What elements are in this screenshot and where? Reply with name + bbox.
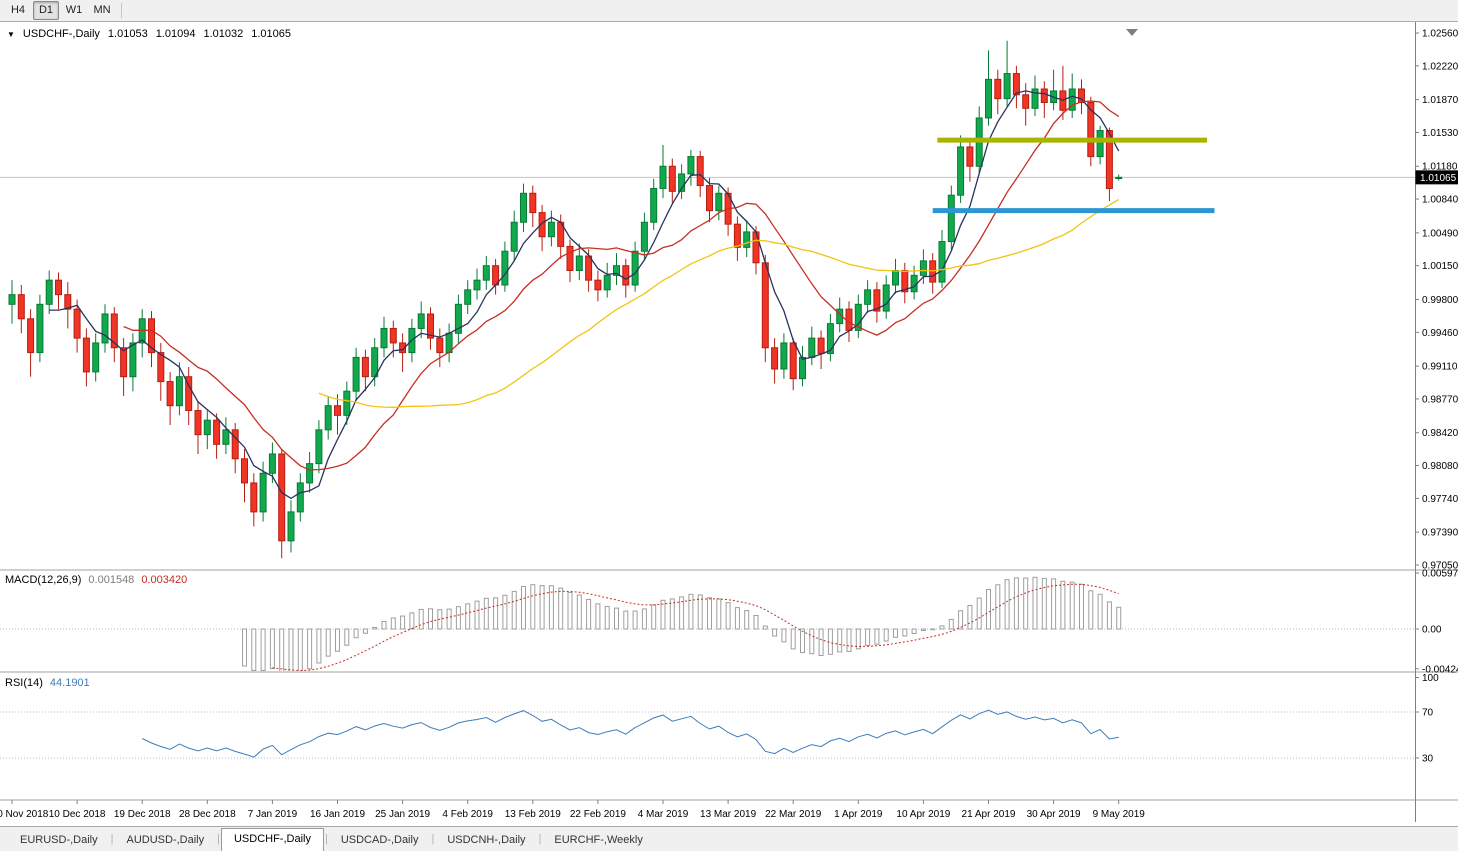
tab-usdcnh-daily[interactable]: USDCNH-,Daily: [447, 834, 526, 846]
svg-text:1.00490: 1.00490: [1422, 228, 1458, 239]
tab-usdcad-daily[interactable]: USDCAD-,Daily: [340, 834, 419, 846]
ma-fast: [49, 90, 1120, 500]
svg-text:13 Feb 2019: 13 Feb 2019: [505, 809, 562, 820]
svg-text:0.97740: 0.97740: [1422, 494, 1458, 505]
svg-text:0.00597: 0.00597: [1422, 569, 1458, 580]
collapse-triangle-icon[interactable]: ▼: [7, 29, 15, 39]
rsi-name: RSI(14): [5, 677, 43, 689]
macd-indicator-label: MACD(12,26,9) 0.001548 0.003420: [5, 574, 187, 586]
chart-symbol-title: USDCHF-,Daily: [22, 28, 100, 40]
rsi-panel: [0, 709, 1415, 759]
svg-text:30: 30: [1422, 754, 1434, 765]
svg-text:1.00150: 1.00150: [1422, 261, 1458, 272]
timeframe-button-mn[interactable]: MN: [93, 4, 111, 16]
main-price-panel: [0, 40, 1415, 559]
svg-text:0.00: 0.00: [1422, 625, 1442, 636]
ohlc-open: 1.01053: [107, 28, 148, 40]
rsi-scale: 100 70 30: [1415, 673, 1439, 765]
svg-text:1 Apr 2019: 1 Apr 2019: [834, 809, 883, 820]
ma-slow: [318, 199, 1120, 408]
svg-text:0.98770: 0.98770: [1422, 394, 1458, 405]
ohlc-close: 1.01065: [251, 28, 291, 40]
svg-text:30 Nov 2018: 30 Nov 2018: [0, 809, 49, 820]
svg-text:1.01870: 1.01870: [1422, 95, 1458, 106]
svg-text:13 Mar 2019: 13 Mar 2019: [700, 809, 757, 820]
toolbar-separator: [121, 3, 122, 18]
svg-text:10 Apr 2019: 10 Apr 2019: [896, 809, 950, 820]
svg-text:10 Dec 2018: 10 Dec 2018: [49, 809, 106, 820]
tab-separator: |: [110, 833, 114, 845]
svg-text:22 Feb 2019: 22 Feb 2019: [570, 809, 627, 820]
chart-canvas[interactable]: 1.02560 1.02220 1.01870 1.01530 1.01180 1.008…: [0, 22, 1458, 851]
tab-separator: |: [324, 833, 328, 845]
svg-text:0.99110: 0.99110: [1422, 362, 1458, 373]
macd-panel: [0, 576, 1415, 671]
svg-text:25 Jan 2019: 25 Jan 2019: [375, 809, 430, 820]
svg-text:0.97390: 0.97390: [1422, 528, 1458, 539]
macd-signal-line: [272, 583, 1119, 671]
price-scale[interactable]: 1.02560 1.02220 1.01870 1.01530 1.01180 1.008…: [1415, 29, 1458, 572]
macd-name: MACD(12,26,9): [5, 574, 82, 586]
rsi-value: 44.1901: [49, 677, 90, 689]
svg-text:16 Jan 2019: 16 Jan 2019: [310, 809, 365, 820]
chart-shift-marker-icon[interactable]: [1126, 29, 1138, 36]
ohlc-high: 1.01094: [155, 28, 196, 40]
timeframe-button-d1[interactable]: D1: [33, 1, 59, 20]
timeframe-toolbar: H4 D1 W1 MN: [0, 0, 1458, 22]
svg-text:-0.00424: -0.00424: [1422, 664, 1458, 675]
current-price-badge: [1415, 170, 1458, 185]
svg-text:0.98420: 0.98420: [1422, 428, 1458, 439]
svg-text:19 Dec 2018: 19 Dec 2018: [114, 809, 171, 820]
macd-signal-value: 0.003420: [141, 574, 188, 586]
tab-audusd-daily[interactable]: AUDUSD-,Daily: [126, 834, 205, 846]
chart-header: ▼ USDCHF-,Daily 1.01053 1.01094 1.01032 …: [7, 28, 291, 40]
svg-text:4 Mar 2019: 4 Mar 2019: [638, 809, 689, 820]
timeframe-button-h4[interactable]: H4: [10, 4, 26, 16]
svg-text:21 Apr 2019: 21 Apr 2019: [962, 809, 1016, 820]
tab-usdchf-daily[interactable]: USDCHF-,Daily: [220, 828, 324, 851]
timeframe-button-w1[interactable]: W1: [65, 4, 83, 16]
svg-text:22 Mar 2019: 22 Mar 2019: [765, 809, 822, 820]
tab-eurusd-daily[interactable]: EURUSD-,Daily: [20, 834, 98, 846]
svg-text:0.99800: 0.99800: [1422, 295, 1458, 306]
rsi-line: [141, 709, 1119, 758]
chart-window: 1.02560 1.02220 1.01870 1.01530 1.01180 1.008…: [0, 22, 1458, 851]
ma-mid: [123, 100, 1120, 471]
tab-eurchf-weekly[interactable]: EURCHF-,Weekly: [554, 834, 643, 846]
tab-separator: |: [431, 833, 435, 845]
svg-text:0.99460: 0.99460: [1422, 328, 1458, 339]
chart-tabbar: EURUSD-,Daily | AUDUSD-,Daily | USDCHF-,Dail…: [0, 826, 1458, 851]
macd-main-value: 0.001548: [88, 574, 135, 586]
svg-text:100: 100: [1422, 673, 1439, 684]
svg-text:9 May 2019: 9 May 2019: [1093, 809, 1146, 820]
svg-text:1.01180: 1.01180: [1422, 162, 1458, 173]
svg-text:1.02560: 1.02560: [1422, 29, 1458, 40]
svg-text:0.98080: 0.98080: [1422, 461, 1458, 472]
svg-text:28 Dec 2018: 28 Dec 2018: [179, 809, 236, 820]
macd-scale: 0.00597 0.00 -0.00424: [1415, 569, 1458, 675]
tab-separator: |: [217, 833, 220, 845]
svg-text:1.00840: 1.00840: [1422, 195, 1458, 206]
svg-text:0.97050: 0.97050: [1422, 561, 1458, 572]
svg-text:1.02220: 1.02220: [1422, 61, 1458, 72]
svg-text:1.01065: 1.01065: [1420, 173, 1457, 184]
tab-separator: |: [538, 833, 542, 845]
candles-layer: [8, 40, 1123, 559]
svg-text:7 Jan 2019: 7 Jan 2019: [248, 809, 298, 820]
svg-text:1.01530: 1.01530: [1422, 128, 1458, 139]
svg-text:30 Apr 2019: 30 Apr 2019: [1027, 809, 1081, 820]
ohlc-low: 1.01032: [203, 28, 244, 40]
svg-text:4 Feb 2019: 4 Feb 2019: [442, 809, 493, 820]
rsi-indicator-label: RSI(14) 44.1901: [5, 677, 90, 689]
timeframe-button-group: H4 D1 W1 MN: [4, 1, 116, 20]
svg-text:70: 70: [1422, 708, 1434, 719]
